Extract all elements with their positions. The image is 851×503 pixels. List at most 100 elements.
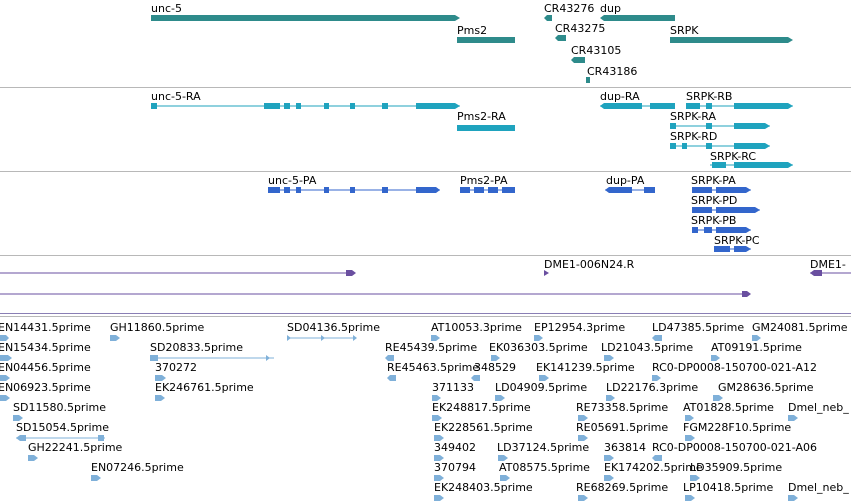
protein-glyph-srpk-pd[interactable] bbox=[692, 207, 760, 213]
clone-glyph-dme1-right[interactable] bbox=[810, 270, 851, 276]
est-glyph[interactable] bbox=[604, 355, 614, 361]
est-glyph[interactable] bbox=[434, 435, 444, 441]
protein-glyph-srpk-pa[interactable] bbox=[692, 187, 751, 193]
est-glyph[interactable] bbox=[578, 435, 588, 441]
est-glyph[interactable] bbox=[498, 455, 508, 461]
gene-label: SRPK bbox=[670, 24, 699, 37]
est-glyph[interactable] bbox=[385, 355, 394, 361]
est-glyph[interactable] bbox=[604, 455, 614, 461]
gene-glyph-cr43105[interactable] bbox=[571, 57, 585, 63]
track-divider bbox=[0, 316, 851, 317]
est-glyph[interactable] bbox=[434, 455, 444, 461]
clone-glyph-2[interactable] bbox=[0, 291, 751, 297]
est-glyph[interactable] bbox=[434, 495, 444, 501]
gene-glyph-dup[interactable] bbox=[600, 15, 675, 21]
gene-glyph-pms2[interactable] bbox=[457, 37, 515, 43]
est-glyph[interactable] bbox=[685, 415, 694, 421]
protein-glyph-srpk-pc[interactable] bbox=[714, 246, 751, 252]
est-glyph[interactable] bbox=[110, 335, 120, 341]
est-glyph[interactable] bbox=[652, 455, 662, 461]
est-glyph[interactable] bbox=[534, 335, 543, 341]
est-glyph[interactable] bbox=[495, 395, 505, 401]
est-glyph[interactable] bbox=[16, 435, 105, 441]
est-label: EN15434.5prime bbox=[0, 341, 91, 354]
est-label: RE68269.5prime bbox=[576, 481, 669, 494]
est-glyph[interactable] bbox=[387, 375, 396, 381]
est-glyph[interactable] bbox=[0, 355, 12, 361]
transcript-glyph-dup-ra[interactable] bbox=[600, 103, 675, 109]
est-label: AT01828.5prime bbox=[683, 401, 774, 414]
est-glyph[interactable] bbox=[431, 335, 440, 341]
protein-glyph-dup-pa[interactable] bbox=[605, 187, 655, 193]
est-track bbox=[0, 335, 798, 501]
track-divider bbox=[0, 313, 851, 314]
est-glyph[interactable] bbox=[0, 375, 10, 381]
est-glyph[interactable] bbox=[287, 335, 357, 341]
est-label: FGM228F10.5prime bbox=[683, 421, 792, 434]
gene-label: dup bbox=[600, 2, 621, 15]
transcript-glyph-srpk-rd[interactable] bbox=[670, 143, 770, 149]
est-glyph[interactable] bbox=[471, 375, 480, 381]
est-glyph[interactable] bbox=[155, 375, 166, 381]
clone-glyph-dme1-006n24[interactable] bbox=[544, 270, 549, 276]
est-glyph[interactable] bbox=[539, 375, 549, 381]
est-glyph[interactable] bbox=[690, 475, 700, 481]
gene-label: unc-5 bbox=[151, 2, 182, 15]
est-glyph[interactable] bbox=[13, 415, 23, 421]
est-label: RC0-DP0008-150700-021-A12 bbox=[652, 361, 818, 374]
est-glyph[interactable] bbox=[652, 375, 661, 381]
est-glyph[interactable] bbox=[685, 435, 695, 441]
transcript-glyph-pms2-ra[interactable] bbox=[457, 125, 515, 131]
gene-glyph-unc-5[interactable] bbox=[151, 15, 460, 21]
transcript-glyph-srpk-ra[interactable] bbox=[670, 123, 770, 129]
est-label: GH11860.5prime bbox=[110, 321, 205, 334]
gene-glyph-srpk[interactable] bbox=[670, 37, 793, 43]
est-glyph[interactable] bbox=[685, 495, 695, 501]
gene-glyph-cr43276[interactable] bbox=[544, 15, 552, 21]
est-label: EN14431.5prime bbox=[0, 321, 91, 334]
est-label: 363814 bbox=[604, 441, 646, 454]
clone-glyph-1[interactable] bbox=[0, 270, 356, 276]
est-glyph[interactable] bbox=[752, 335, 761, 341]
est-label: RC0-DP0008-150700-021-A06 bbox=[652, 441, 818, 454]
gene-label: CR43276 bbox=[544, 2, 595, 15]
clone-label: DME1- bbox=[810, 258, 846, 271]
transcript-glyph-srpk-rb[interactable] bbox=[686, 103, 793, 109]
est-glyph[interactable] bbox=[434, 475, 444, 481]
est-label: AT09191.5prime bbox=[711, 341, 802, 354]
est-glyph[interactable] bbox=[578, 495, 588, 501]
est-label: AT10053.3prime bbox=[431, 321, 522, 334]
protein-glyph-unc-5-pa[interactable] bbox=[268, 187, 440, 193]
gene-label: Pms2 bbox=[457, 24, 488, 37]
est-glyph[interactable] bbox=[150, 355, 274, 361]
est-glyph[interactable] bbox=[606, 395, 615, 401]
est-glyph[interactable] bbox=[28, 455, 38, 461]
est-glyph[interactable] bbox=[432, 415, 442, 421]
gene-glyph-cr43275[interactable] bbox=[555, 35, 566, 41]
est-glyph[interactable] bbox=[500, 475, 510, 481]
est-glyph[interactable] bbox=[578, 415, 588, 421]
est-glyph[interactable] bbox=[713, 395, 723, 401]
est-glyph[interactable] bbox=[491, 355, 500, 361]
est-label: RE05691.5prime bbox=[576, 421, 669, 434]
transcript-glyph-unc-5-ra[interactable] bbox=[151, 103, 460, 109]
est-glyph[interactable] bbox=[788, 495, 798, 501]
est-glyph[interactable] bbox=[0, 335, 9, 341]
est-label: 348529 bbox=[474, 361, 516, 374]
est-glyph[interactable] bbox=[155, 395, 165, 401]
protein-glyph-srpk-pb[interactable] bbox=[692, 227, 751, 233]
est-glyph[interactable] bbox=[652, 335, 662, 341]
est-glyph[interactable] bbox=[432, 395, 441, 401]
est-glyph[interactable] bbox=[0, 395, 10, 401]
est-glyph[interactable] bbox=[711, 355, 720, 361]
est-glyph[interactable] bbox=[91, 475, 101, 481]
est-glyph[interactable] bbox=[788, 415, 798, 421]
gene-glyph-cr43186[interactable] bbox=[586, 77, 590, 83]
est-label: LP10418.5prime bbox=[683, 481, 774, 494]
protein-glyph-pms2-pa[interactable] bbox=[460, 187, 515, 193]
transcript-glyph-srpk-rc[interactable] bbox=[710, 162, 793, 168]
transcript-label: SRPK-RA bbox=[670, 110, 717, 123]
est-glyph[interactable] bbox=[604, 475, 614, 481]
